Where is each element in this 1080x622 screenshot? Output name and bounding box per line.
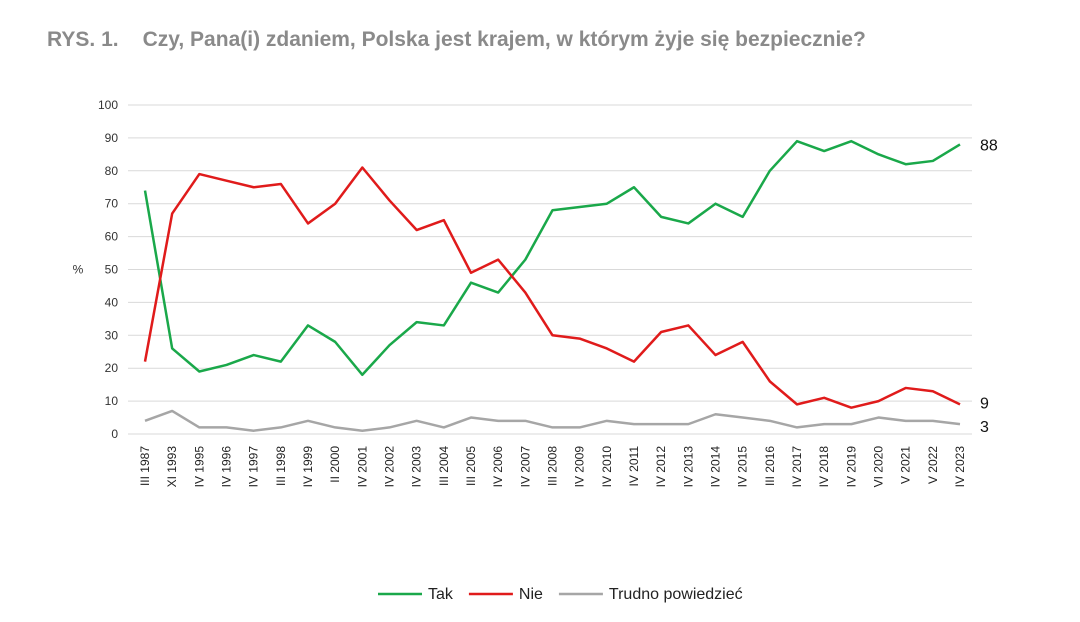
figure-number: RYS. 1. (47, 28, 119, 51)
y-tick-label: 90 (105, 131, 119, 145)
x-tick-label: IV 1997 (247, 446, 261, 488)
x-tick-label: IV 2023 (953, 446, 967, 488)
y-tick-label: 10 (105, 394, 119, 408)
x-tick-label: IV 2002 (383, 446, 397, 488)
x-tick-label: III 2008 (546, 446, 560, 486)
x-tick-label: IV 2015 (736, 446, 750, 488)
end-data-label: 9 (980, 395, 989, 412)
y-tick-label: 60 (105, 230, 119, 244)
x-tick-label: IV 2018 (817, 446, 831, 488)
y-tick-label: 30 (105, 328, 119, 342)
legend-entry: Trudno powiedzieć (609, 586, 743, 603)
y-tick-label: 40 (105, 295, 119, 309)
series-line-tak (143, 139, 961, 377)
x-tick-label: IV 2007 (518, 446, 532, 488)
x-tick-label: IV 1996 (220, 446, 234, 488)
x-tick-label: V 2022 (926, 446, 940, 484)
y-axis-label: % (73, 263, 84, 277)
x-tick-label: III 2016 (763, 446, 777, 486)
x-tick-label: IV 2019 (844, 446, 858, 488)
legend-entry: Nie (519, 586, 543, 603)
x-tick-label: III 2005 (464, 446, 478, 486)
x-tick-label: IV 2011 (627, 446, 641, 487)
x-tick-label: XI 1993 (165, 446, 179, 488)
x-tick-label: IV 2003 (410, 446, 424, 488)
y-tick-label: 80 (105, 164, 119, 178)
x-tick-label: IV 2010 (600, 446, 614, 488)
series-line-nie (143, 166, 961, 409)
x-tick-label: IV 2009 (573, 446, 587, 488)
legend-entry: Tak (428, 586, 454, 603)
x-tick-label: IV 2017 (790, 446, 804, 488)
y-tick-label: 100 (98, 98, 118, 112)
chart-title: RYS. 1. Czy, Pana(i) zdaniem, Polska jest… (47, 28, 866, 52)
x-tick-label: VI 2020 (872, 446, 886, 488)
y-tick-label: 0 (111, 427, 118, 441)
x-tick-label: III 1998 (274, 446, 288, 486)
x-tick-label: IV 2013 (681, 446, 695, 488)
x-tick-label: IV 2014 (709, 446, 723, 488)
y-tick-label: 20 (105, 361, 119, 375)
x-tick-label: IV 2012 (654, 446, 668, 488)
x-tick-label: IV 1999 (301, 446, 315, 488)
x-tick-label: V 2021 (899, 446, 913, 484)
end-data-label: 3 (980, 419, 989, 436)
x-tick-label: II 2000 (328, 446, 342, 483)
x-tick-label: IV 2006 (491, 446, 505, 488)
title-text: Czy, Pana(i) zdaniem, Polska jest krajem… (142, 28, 866, 51)
end-data-label: 88 (980, 137, 998, 154)
y-tick-label: 70 (105, 197, 119, 211)
series-line-trudno-powiedzieć (144, 409, 961, 432)
x-tick-label: III 1987 (138, 446, 152, 486)
x-tick-label: IV 2001 (355, 446, 369, 488)
y-tick-label: 50 (105, 263, 119, 277)
x-tick-label: III 2004 (437, 446, 451, 486)
x-tick-label: IV 1995 (192, 446, 206, 488)
